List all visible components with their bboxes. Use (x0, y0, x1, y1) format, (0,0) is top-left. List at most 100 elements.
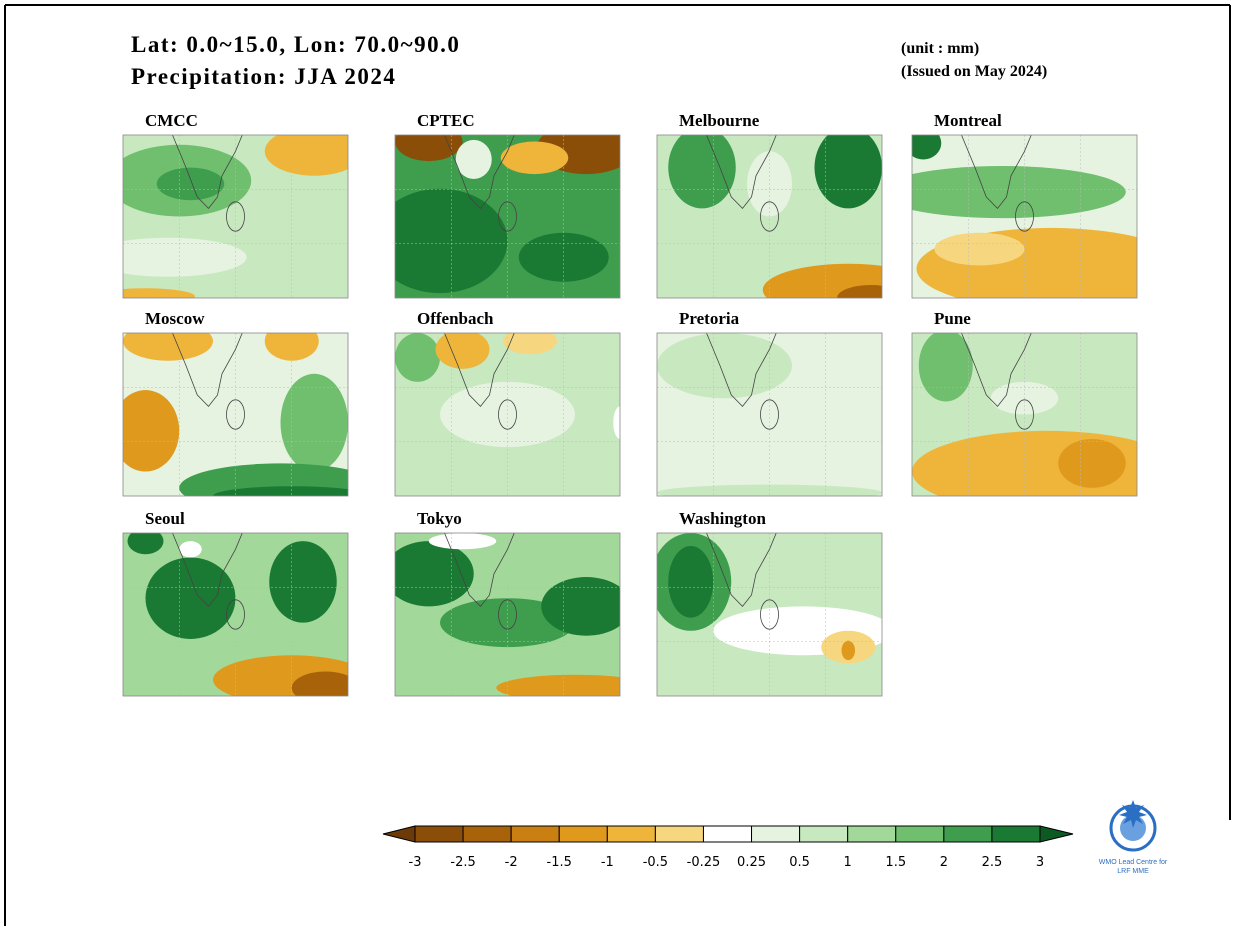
map-frame (122, 134, 349, 299)
colorbar-box (895, 825, 945, 843)
coastline (961, 135, 1032, 209)
panel-label: Pretoria (679, 309, 740, 328)
contour-region (668, 546, 714, 618)
map-panel (657, 135, 882, 298)
map-frame (122, 532, 349, 697)
colorbar-label: 1.5 (885, 855, 906, 870)
panel-label: Tokyo (417, 509, 462, 528)
contour-region (264, 135, 348, 176)
contour-region (912, 165, 1126, 219)
contour-region (455, 139, 492, 180)
panel-label: Melbourne (679, 111, 760, 130)
panel-label: CMCC (145, 111, 198, 130)
coastline (961, 333, 1032, 407)
contour-region (123, 390, 180, 472)
colorbar-box (991, 825, 1041, 843)
colorbar-label: 2.5 (982, 855, 1003, 870)
colorbar-box (943, 825, 993, 843)
map-frame (656, 134, 883, 299)
map-panel (657, 533, 882, 696)
colorbar-box (799, 825, 849, 843)
issued: (Issued on May 2024) (901, 63, 1047, 80)
colorbar-box (606, 825, 656, 843)
contour-region (145, 557, 236, 639)
colorbar-extend-high (1039, 825, 1074, 843)
subtitle: Precipitation: JJA 2024 (131, 64, 396, 89)
map-panel (123, 135, 348, 298)
contour-region (1058, 438, 1126, 488)
coastline (498, 399, 517, 430)
colorbar-label: 0.5 (789, 855, 810, 870)
contour-region (435, 333, 490, 369)
coastline (444, 533, 515, 607)
coastline (760, 201, 779, 232)
contour-region (123, 333, 213, 361)
contour-region (395, 333, 440, 382)
colorbar-box (414, 825, 464, 843)
coastline (760, 399, 779, 430)
map-panel (395, 333, 620, 496)
colorbar-box (654, 825, 704, 843)
coastline (172, 135, 243, 209)
map-frame (394, 134, 621, 299)
coastline (498, 201, 517, 232)
map-panel (395, 135, 620, 298)
contour-region (123, 288, 195, 298)
contour-region (613, 406, 620, 439)
map-panel (395, 533, 620, 696)
colorbar-label: 3 (1036, 855, 1044, 870)
contour-region (500, 141, 569, 175)
logo-text: WMO Lead Centre for (1099, 859, 1168, 866)
map-frame (394, 532, 621, 697)
panel-label: Seoul (145, 509, 185, 528)
map-frame (122, 332, 349, 497)
contour-region (291, 671, 348, 696)
coastline (226, 399, 245, 430)
panel-label: CPTEC (417, 111, 475, 130)
panel-label: Offenbach (417, 309, 494, 328)
contour-region (837, 284, 882, 298)
coastline (226, 201, 245, 232)
map-frame (394, 332, 621, 497)
colorbar-box (751, 825, 801, 843)
contour-region (280, 373, 348, 472)
contour-region (127, 533, 164, 555)
contour-region (918, 333, 973, 402)
colorbar-label: -3 (409, 855, 422, 870)
logo: WMO Lead Centre for LRF MME (1099, 800, 1168, 875)
colorbar-box (847, 825, 897, 843)
map-frame (656, 332, 883, 497)
coastline (706, 533, 777, 607)
map-frame (911, 332, 1138, 497)
map-panel (123, 333, 348, 496)
panel-label: Washington (679, 509, 766, 528)
map-frame (911, 134, 1138, 299)
contour-region (269, 541, 337, 623)
title: Lat: 0.0~15.0, Lon: 70.0~90.0 (131, 32, 460, 57)
map-panel (912, 333, 1137, 496)
coastline (226, 599, 245, 630)
map-panel (912, 135, 1137, 298)
colorbar-extend-low (382, 825, 416, 843)
unit: (unit : mm) (901, 40, 979, 57)
coastline (1015, 201, 1034, 232)
coastline (444, 333, 515, 407)
contour-region (156, 167, 225, 201)
contour-region (395, 541, 474, 607)
panel-label: Montreal (934, 111, 1002, 130)
contour-region (395, 135, 463, 162)
colorbar-label: -0.5 (643, 855, 668, 870)
contour-region (814, 135, 882, 209)
coastline (172, 533, 243, 607)
map-frame (656, 532, 883, 697)
colorbar-label: -0.25 (687, 855, 721, 870)
logo-text: LRF MME (1117, 868, 1149, 875)
contour-region (395, 188, 508, 294)
coastline (1015, 399, 1034, 430)
coastline (706, 333, 777, 407)
coastline (444, 135, 515, 209)
colorbar-box (558, 825, 608, 843)
contour-region (657, 484, 882, 496)
colorbar-box (510, 825, 560, 843)
contour-region (213, 486, 348, 496)
